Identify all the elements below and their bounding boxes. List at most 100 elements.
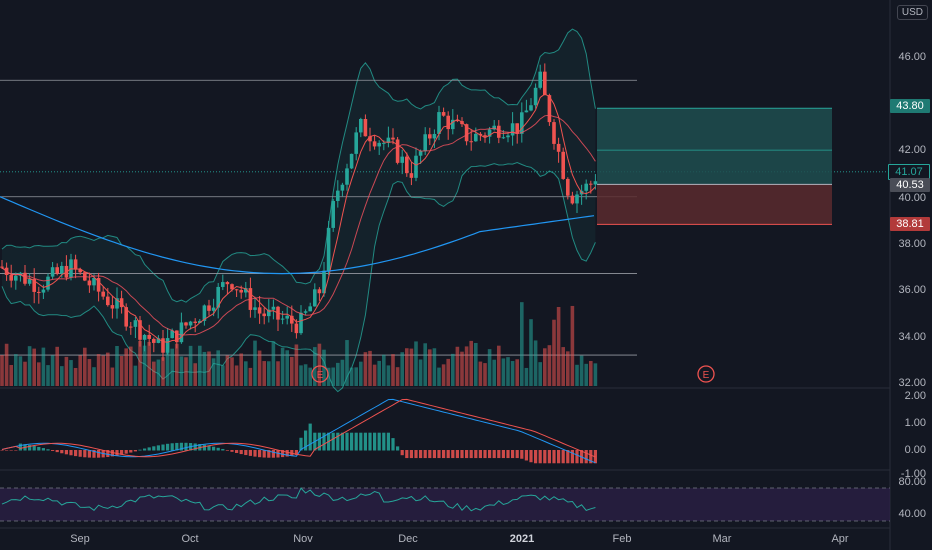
macd-histogram-bar: [391, 438, 395, 451]
macd-histogram-bar: [74, 450, 78, 457]
candle-body: [147, 334, 151, 339]
candle-body: [253, 307, 257, 310]
volume-bar: [253, 340, 257, 386]
candle-body: [27, 279, 32, 284]
macd-histogram-bar: [216, 447, 220, 451]
candle-body: [133, 320, 138, 327]
volume-bar: [349, 367, 354, 386]
macd-histogram-bar: [230, 450, 234, 452]
candle-body: [37, 291, 41, 293]
macd-histogram-bar: [78, 450, 82, 457]
candle-body: [216, 286, 220, 308]
volume-bar: [78, 355, 82, 386]
candle-body: [175, 330, 179, 343]
macd-histogram-bar: [18, 443, 22, 451]
price-tick: 34.00: [898, 331, 926, 343]
macd-histogram-bar: [584, 450, 588, 464]
volume-bar: [372, 364, 377, 386]
candle-body: [368, 136, 372, 142]
macd-histogram-bar: [460, 450, 464, 459]
earnings-marker[interactable]: E: [311, 365, 329, 383]
macd-histogram-bar: [308, 423, 312, 451]
macd-histogram-bar: [271, 450, 275, 458]
volume-bar: [248, 367, 253, 386]
volume-bar: [188, 345, 193, 386]
candle-body: [533, 87, 538, 106]
volume-bar: [543, 348, 547, 386]
earnings-marker-upcoming[interactable]: E: [697, 365, 715, 383]
macd-histogram-bar: [184, 442, 188, 451]
candle-body: [543, 71, 547, 96]
volume-bar: [359, 361, 363, 386]
macd-histogram-bar: [322, 432, 326, 451]
price-tick: 38.00: [898, 238, 926, 250]
candle-body: [377, 142, 381, 147]
volume-bar: [138, 340, 142, 386]
macd-pane: [0, 398, 597, 464]
candle-body: [391, 137, 395, 140]
macd-histogram-bar: [221, 448, 225, 451]
candle-body: [359, 119, 363, 133]
loss-zone: [597, 184, 832, 225]
macd-histogram-bar: [239, 450, 243, 455]
macd-histogram-bar: [253, 450, 257, 457]
candle-body: [515, 123, 519, 134]
volume-bar: [409, 348, 414, 386]
volume-bar: [326, 367, 331, 386]
macd-histogram-bar: [589, 450, 593, 464]
volume-bar: [161, 357, 165, 386]
ma-long-line: [0, 196, 595, 275]
candle-body: [317, 289, 322, 294]
volume-bar: [538, 362, 542, 386]
long-position-tool[interactable]: [597, 107, 832, 225]
volume-bar: [423, 343, 427, 386]
macd-histogram-bar: [258, 450, 262, 458]
volume-bar: [299, 365, 303, 386]
macd-histogram-bar: [304, 430, 308, 451]
volume-bar: [464, 346, 469, 386]
macd-histogram-bar: [212, 446, 216, 451]
candle-body: [239, 290, 243, 293]
macd-histogram-bar: [5, 450, 9, 451]
volume-bar: [211, 358, 216, 386]
macd-histogram-bar: [382, 432, 386, 451]
candle-body: [414, 155, 418, 178]
macd-tick: 1.00: [904, 417, 926, 429]
volume-bar: [570, 305, 575, 386]
ma-fast-line: [1, 93, 596, 343]
volume-bar: [14, 354, 18, 386]
candle-body: [55, 267, 59, 274]
volume-bar: [492, 359, 496, 386]
volume-bar: [336, 362, 340, 386]
macd-tick: 2.00: [904, 390, 926, 402]
volume-bar: [524, 367, 529, 386]
volume-bar: [340, 359, 345, 386]
macd-histogram-bar: [386, 432, 390, 451]
volume-bar: [483, 363, 487, 386]
candle-body: [138, 320, 142, 340]
candle-body: [78, 269, 82, 273]
candle-body: [432, 133, 437, 139]
volume-bar: [152, 361, 156, 386]
volume-bar: [308, 367, 312, 386]
macd-histogram-bar: [110, 450, 114, 457]
currency-label[interactable]: USD: [896, 5, 928, 20]
candle-body: [446, 115, 450, 130]
volume-bar: [96, 354, 101, 386]
ma-mid-line: [1, 114, 596, 336]
candle-body: [313, 289, 317, 307]
volume-bar: [216, 350, 220, 386]
volume-bar: [92, 367, 96, 386]
candle-body: [308, 306, 312, 312]
macd-histogram-bar: [368, 432, 372, 451]
volume-bar: [207, 351, 211, 386]
candle-body: [50, 267, 55, 277]
candle-body: [129, 326, 133, 328]
macd-histogram-bar: [488, 450, 492, 459]
macd-histogram-bar: [87, 450, 91, 458]
macd-histogram-bar: [354, 432, 358, 451]
volume-bar: [566, 351, 570, 386]
volume-bar: [193, 363, 197, 386]
volume-bar: [124, 348, 128, 386]
